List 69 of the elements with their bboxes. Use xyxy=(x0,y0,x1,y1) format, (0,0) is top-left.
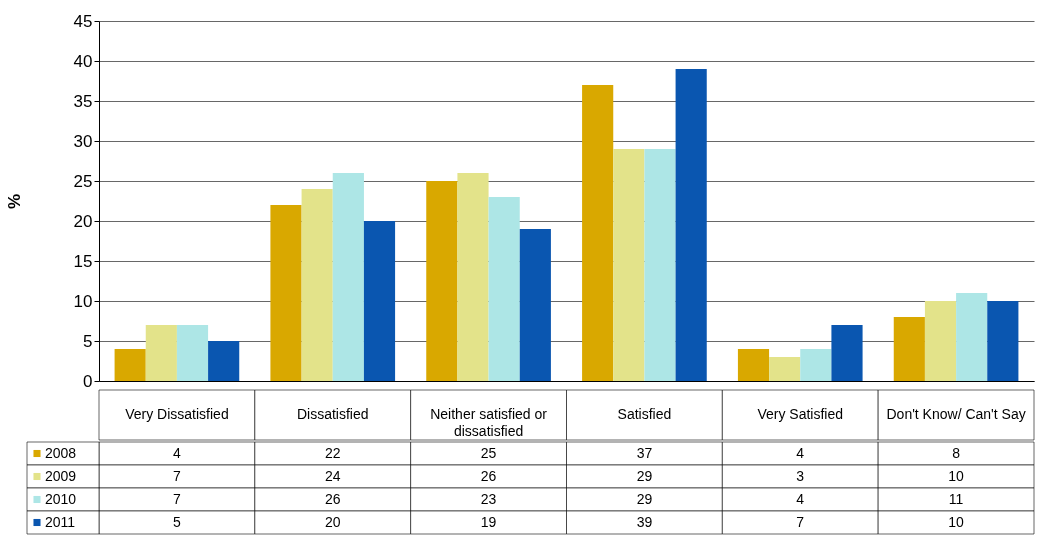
bar xyxy=(987,301,1019,381)
data-label: 5 xyxy=(173,513,182,530)
y-tick-label: 0 xyxy=(83,371,93,391)
bar xyxy=(956,293,988,381)
bar xyxy=(737,349,770,381)
bar xyxy=(613,149,645,381)
x-tick-label: Dissatisfied xyxy=(296,406,369,422)
bar xyxy=(675,69,707,381)
data-label: 10 xyxy=(948,467,965,484)
data-label: 24 xyxy=(324,467,341,484)
y-tick-label: 40 xyxy=(73,51,93,71)
x-tick-label: Satisfied xyxy=(617,406,672,422)
y-tick-label: 30 xyxy=(73,131,93,151)
bar xyxy=(332,173,364,381)
data-label: 10 xyxy=(948,513,965,530)
legend-label: 2008 xyxy=(45,444,77,461)
bar xyxy=(519,229,551,381)
data-label: 7 xyxy=(796,513,805,530)
y-tick-label: 45 xyxy=(73,11,93,31)
data-label: 25 xyxy=(480,444,497,461)
x-tick-label: Very Dissatisfied xyxy=(125,406,229,422)
y-tick-label: 10 xyxy=(73,291,93,311)
y-tick-label: 15 xyxy=(73,251,93,271)
data-label: 26 xyxy=(324,490,341,507)
bar xyxy=(426,181,458,381)
bar xyxy=(457,173,489,381)
bar xyxy=(208,341,240,381)
x-tick-label: Don't Know/ Can't Say xyxy=(886,406,1026,422)
legend-label: 2010 xyxy=(45,490,77,507)
data-label: 26 xyxy=(480,467,497,484)
bar xyxy=(582,85,614,381)
data-label: 4 xyxy=(796,444,805,461)
legend-label: 2011 xyxy=(45,513,76,530)
legend-label: 2009 xyxy=(45,467,77,484)
data-label: 8 xyxy=(952,444,961,461)
bar xyxy=(800,349,832,381)
bar xyxy=(270,205,302,381)
data-label: 7 xyxy=(173,467,182,484)
data-label: 23 xyxy=(480,490,497,507)
bar xyxy=(176,325,209,381)
x-tick-label: Neither satisfied or dissatisfied xyxy=(430,406,548,439)
y-axis-title: % xyxy=(4,193,24,210)
data-label: 37 xyxy=(636,444,653,461)
bar xyxy=(644,149,676,381)
bar xyxy=(769,357,801,381)
data-label: 29 xyxy=(636,467,653,484)
y-tick-label: 35 xyxy=(73,91,93,111)
data-label: 4 xyxy=(796,490,805,507)
data-label: 3 xyxy=(796,467,805,484)
bar xyxy=(114,349,146,381)
x-tick-label: Very Satisfied xyxy=(757,406,844,422)
data-label: 39 xyxy=(636,513,653,530)
bar xyxy=(893,317,925,381)
data-label: 11 xyxy=(948,490,964,507)
data-label: 7 xyxy=(173,490,182,507)
bar xyxy=(831,325,863,381)
bar xyxy=(145,325,177,381)
bar xyxy=(363,221,396,381)
bar xyxy=(301,189,333,381)
bar xyxy=(924,301,957,381)
data-label: 19 xyxy=(480,513,497,530)
data-label: 4 xyxy=(173,444,182,461)
data-label: 22 xyxy=(324,444,341,461)
y-tick-label: 25 xyxy=(73,171,93,191)
data-label: 20 xyxy=(324,513,341,530)
bar xyxy=(488,197,520,381)
y-tick-label: 5 xyxy=(83,331,93,351)
data-label: 29 xyxy=(636,490,653,507)
y-tick-label: 20 xyxy=(73,211,93,231)
